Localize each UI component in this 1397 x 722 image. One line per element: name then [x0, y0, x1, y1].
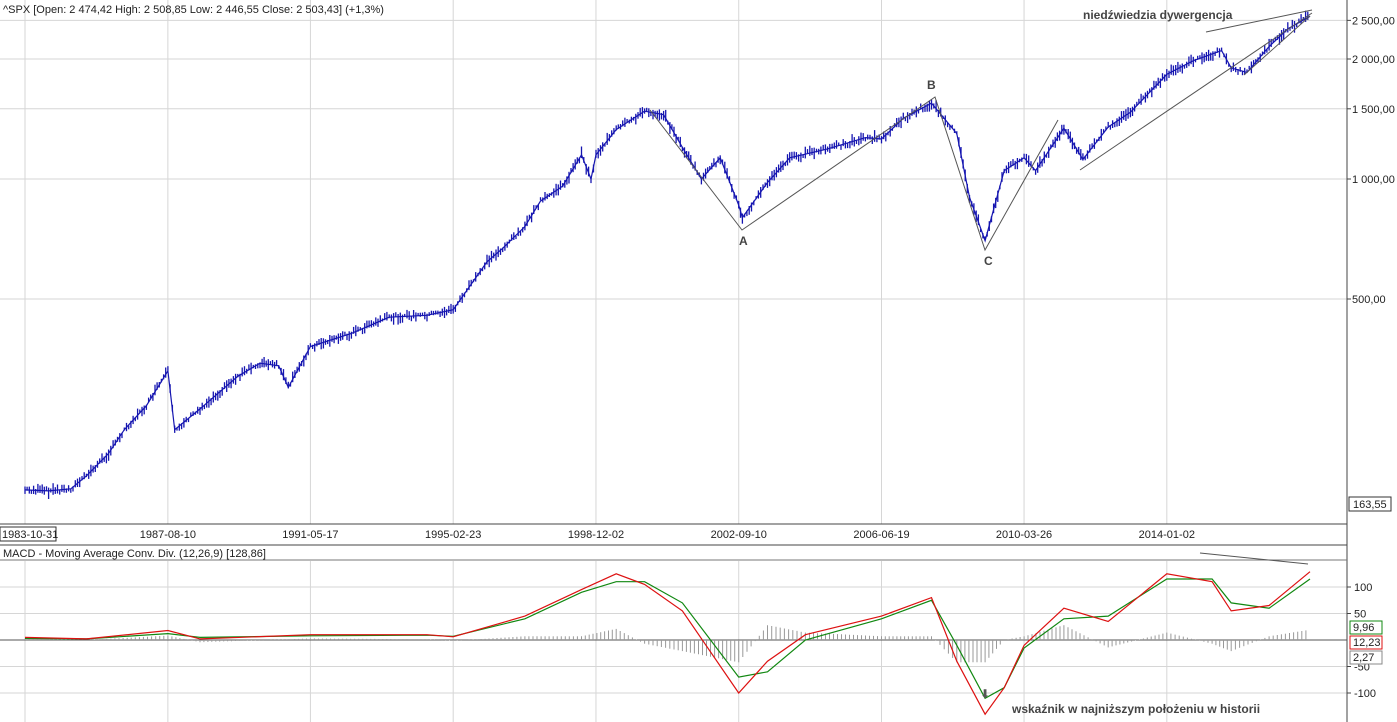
hist-value-box — [1349, 650, 1383, 665]
price-line — [24, 15, 1311, 492]
x-tick-label: 2006-06-19 — [853, 529, 909, 541]
y-tick-label: 1 500,00 — [1352, 104, 1395, 116]
signal-value-label: 9,96 — [1353, 622, 1374, 634]
point-c-label: C — [984, 254, 993, 268]
x-tick-label: 2010-03-26 — [996, 529, 1052, 541]
y-tick-label: 500,00 — [1352, 294, 1386, 306]
macd-y-tick-label: 50 — [1354, 609, 1366, 621]
y-tick-label: 2 000,00 — [1352, 54, 1395, 66]
x-tick-label: 2002-09-10 — [711, 529, 767, 541]
x-tick-label: 1991-05-17 — [282, 529, 338, 541]
trendline-support-2 — [1243, 15, 1311, 76]
x-tick-label: 2014-01-02 — [1139, 529, 1195, 541]
macd-annotation: wskaźnik w najniższym położeniu w histor… — [1011, 702, 1260, 716]
macd-divergence-line — [1199, 552, 1309, 565]
x-tick-label: 1983-10-31 — [2, 529, 58, 541]
x-tick-label: 1987-08-10 — [140, 529, 196, 541]
macd-line — [24, 571, 1311, 716]
last-value-label: 163,55 — [1353, 499, 1387, 511]
trendline-abc — [649, 96, 1059, 252]
macd-value-box — [1349, 635, 1383, 650]
trendline-support — [1079, 12, 1313, 171]
trendline-divergence — [1205, 9, 1313, 33]
macd-header: MACD - Moving Average Conv. Div. (12,26,… — [3, 548, 266, 560]
x-tick-label: 1995-02-23 — [425, 529, 481, 541]
macd-histogram — [24, 625, 1307, 663]
divergence-annotation: niedźwiedzia dywergencja — [1083, 8, 1233, 22]
down-arrow-icon: ⬇ — [980, 687, 990, 701]
main-grid — [0, 0, 1347, 524]
macd-y-tick-label: -100 — [1354, 688, 1376, 700]
x-tick-label: 1998-12-02 — [568, 529, 624, 541]
hist-value-label: 2,27 — [1353, 652, 1374, 664]
y-tick-labels: 2 500,00 2 000,00 1 500,00 1 000,00 500,00 — [1347, 15, 1395, 306]
x-tick-labels: 1983-10-31 1987-08-10 1991-05-17 1995-02-23… — [0, 526, 1195, 542]
y-tick-label: 2 500,00 — [1352, 15, 1395, 27]
first-date-box — [0, 526, 57, 542]
last-value-box — [1348, 496, 1392, 512]
macd-value-label: 12,23 — [1353, 637, 1381, 649]
macd-y-tick-label: 100 — [1354, 582, 1372, 594]
price-series — [24, 10, 1311, 499]
point-b-label: B — [927, 78, 936, 92]
price-header: ^SPX [Open: 2 474,42 High: 2 508,85 Low:… — [3, 4, 384, 16]
signal-value-box — [1349, 620, 1383, 635]
point-a-label: A — [739, 234, 748, 248]
y-tick-label: 1 000,00 — [1352, 174, 1395, 186]
macd-grid — [0, 561, 1347, 722]
macd-lines — [24, 571, 1311, 716]
trendlines — [649, 9, 1313, 565]
